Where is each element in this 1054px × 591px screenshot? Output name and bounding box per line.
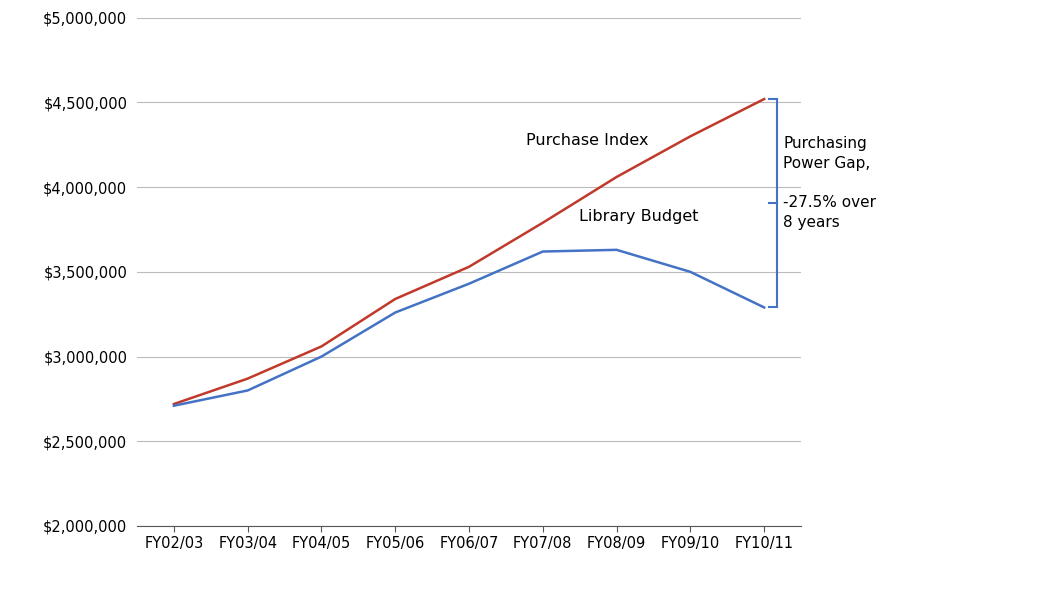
Text: Purchase Index: Purchase Index: [526, 133, 648, 148]
Text: Purchasing
Power Gap,

-27.5% over
8 years: Purchasing Power Gap, -27.5% over 8 year…: [783, 136, 876, 230]
Text: Library Budget: Library Budget: [579, 209, 699, 225]
